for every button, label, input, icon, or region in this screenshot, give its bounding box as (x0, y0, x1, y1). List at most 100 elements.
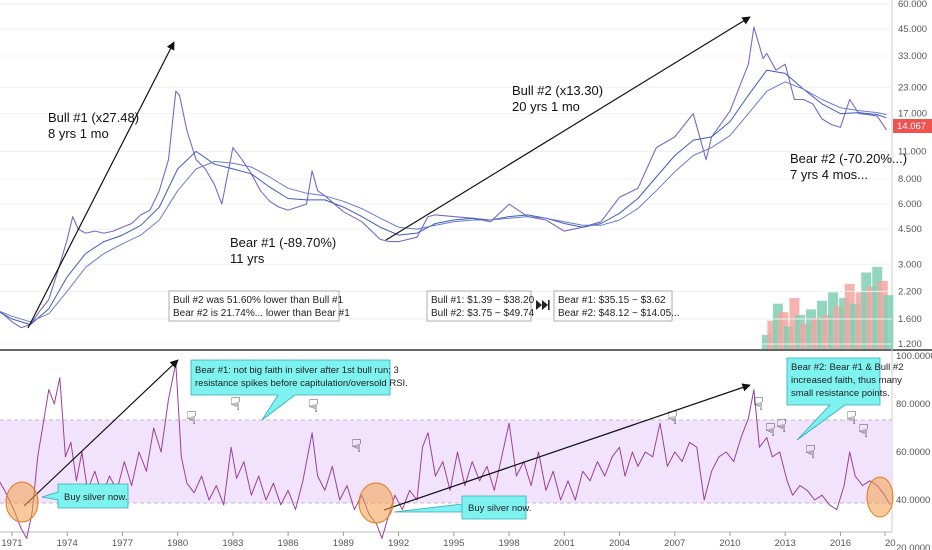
ma-fast-line (0, 69, 887, 326)
x-tick-label: 1995 (443, 538, 464, 549)
bull-range-box: Bull #1: $1.39 ~ $38.20 Bull #2: $3.75 ~… (426, 290, 535, 322)
rsi-tick-label: 40.0000 (896, 495, 930, 506)
buy2-note: Buy silver now. (468, 503, 531, 514)
pointing-hand-icon: ☟ (186, 408, 197, 429)
resistance-markers: ☟☟ ☟☟☟☟☟ ☟☟☟☟ (186, 394, 869, 463)
x-tick-label: 1977 (112, 538, 133, 549)
x-tick-label: 1980 (167, 538, 188, 549)
oversold-circle-1971 (5, 481, 39, 523)
volume-bar (855, 292, 866, 349)
x-tick-label: 1971 (1, 538, 22, 549)
bull1-arrow (27, 41, 175, 329)
price-tick-label: 2.200 (898, 286, 922, 297)
x-tick-label: 1992 (388, 538, 409, 549)
price-tick-label: 45.000 (898, 24, 927, 35)
x-tick-label: 1974 (57, 538, 78, 549)
x-tick-label: 2010 (719, 538, 740, 549)
price-tick-label: 8.000 (898, 174, 922, 185)
buy2-callout: Buy silver now. (393, 495, 531, 520)
rsi-y-axis: 100.0000 80.0000 60.0000 40.0000 20.0000 (896, 351, 932, 550)
buy1-callout: Buy silver now. (41, 483, 129, 509)
rsi-tick-label: 60.0000 (896, 447, 930, 458)
volume-bar (811, 317, 822, 349)
x-tick-label: 1983 (222, 538, 243, 549)
volume-bar (767, 320, 778, 349)
x-tick-label: 1998 (498, 538, 519, 549)
price-tick-label: 11.000 (898, 146, 926, 157)
x-tick-label: 1989 (333, 538, 354, 549)
compare-line-1: Bull #2 was 51.60% lower than Bull #1 (173, 295, 344, 306)
price-tick-label: 60.000 (898, 0, 927, 10)
price-tick-label: 3.000 (898, 259, 922, 270)
pointing-hand-icon: ☟ (765, 420, 776, 441)
bull2-duration: 20 yrs 1 mo (512, 99, 580, 114)
rsi-tick-label: 80.0000 (896, 399, 930, 410)
pointing-hand-icon: ☟ (351, 436, 362, 457)
price-tick-label: 4.500 (898, 224, 922, 235)
volume-bar (844, 283, 855, 349)
bear1-duration: 11 yrs (230, 251, 265, 266)
rsi-line (0, 362, 891, 539)
volume-bar (861, 272, 872, 349)
bear1-title: Bear #1 (-89.70%) (230, 235, 336, 250)
bear2-duration: 7 yrs 4 mos... (790, 167, 868, 182)
x-tick-label: 2007 (664, 538, 685, 549)
x-tick-label: 2013 (775, 538, 796, 549)
x-axis: 1971 1974 1977 1980 1983 1986 1989 1992 1995 1998… (1, 532, 896, 549)
volume-bar (778, 312, 789, 349)
volume-bar (850, 303, 861, 349)
rsi-lines (0, 362, 891, 539)
bear-range-box: Bear #1: $35.15 ~ $3.62 Bear #2: $48.12 … (553, 290, 679, 322)
volume-bar (866, 286, 877, 349)
pointing-hand-icon: ☟ (858, 421, 869, 442)
volume-bar (805, 309, 816, 349)
bear1-note-line-2: resistance spikes before capitulation/ov… (195, 378, 408, 389)
volume-bar (822, 315, 833, 349)
volume-bar (833, 306, 844, 349)
pointing-hand-icon: ☟ (308, 396, 319, 417)
oversold-circle-1991 (358, 482, 394, 524)
bull1-title: Bull #1 (x27.48) (48, 110, 139, 125)
bear1-note-line-1: Bear #1: not big faith in silver after 1… (195, 365, 399, 376)
pointing-hand-icon: ☟ (230, 394, 241, 415)
ma-slow-line (0, 81, 887, 323)
last-price-label: 14.067 (897, 121, 926, 132)
volume-bar (839, 298, 850, 349)
volume-bar (800, 323, 811, 349)
price-tick-label: 1.200 (898, 339, 922, 350)
rsi-bull1-arrow (23, 359, 179, 507)
bull-range-line-1: Bull #1: $1.39 ~ $38.20 (431, 295, 535, 306)
volume-bar (789, 298, 800, 349)
volume-bar (872, 266, 883, 349)
x-tick-label: 2004 (609, 538, 630, 549)
rsi-bull2-arrow (383, 383, 751, 511)
pointing-hand-icon: ☟ (846, 408, 857, 429)
bull1-duration: 8 yrs 1 mo (48, 126, 109, 141)
price-tick-label: 23.000 (898, 82, 927, 93)
bear-range-line-1: Bear #1: $35.15 ~ $3.62 (558, 295, 666, 306)
price-line (0, 26, 887, 329)
price-lines (0, 26, 887, 329)
price-tick-label: 6.000 (898, 199, 922, 210)
bear-range-line-2: Bear #2: $48.12 ~ $14.05... (558, 308, 679, 319)
volume-bar (828, 292, 839, 349)
price-tick-label: 17.000 (898, 109, 927, 120)
bear2-title: Bear #2 (-70.20%...) (790, 151, 907, 166)
volume-bar (883, 295, 894, 349)
oversold-circle-2018 (866, 476, 894, 518)
compare-box: Bull #2 was 51.60% lower than Bull #1 Be… (168, 290, 350, 322)
volume-bar (817, 300, 828, 349)
volume-bar (761, 334, 772, 349)
fast-forward-icon (536, 300, 550, 310)
pointing-hand-icon: ☟ (776, 416, 787, 437)
bull2-arrow (385, 16, 751, 241)
volume-bar (772, 303, 783, 349)
pointing-hand-icon: ☟ (753, 394, 764, 415)
bull2-title: Bull #2 (x13.30) (512, 83, 603, 98)
last-price-tag (893, 119, 932, 133)
x-tick-label: 2001 (554, 538, 575, 549)
bear2-note-line-3: small resistance points. (791, 388, 890, 399)
x-tick-label: 1986 (278, 538, 299, 549)
bear2-note-line-2: increased faith, thus many (791, 375, 902, 386)
